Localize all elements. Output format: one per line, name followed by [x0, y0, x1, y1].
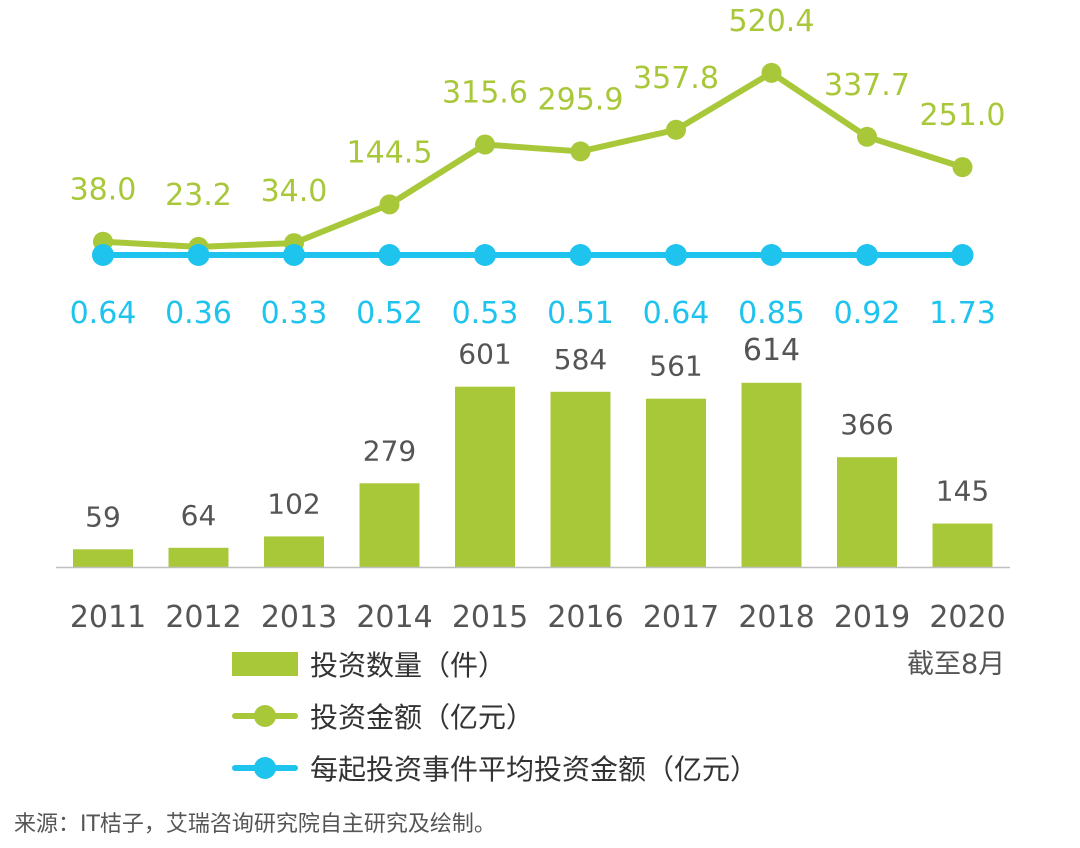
- amount-value-label: 251.0: [920, 98, 1006, 133]
- bar: [550, 391, 611, 567]
- bar-value-label: 64: [181, 499, 217, 532]
- bar-value-label: 279: [363, 434, 416, 467]
- amount-point: [952, 157, 973, 178]
- bar: [646, 398, 706, 567]
- amount-value-label: 357.8: [633, 61, 719, 96]
- legend-swatch-bar: [232, 652, 298, 676]
- bar-value-label: 561: [649, 350, 702, 383]
- amount-value-label: 295.9: [538, 82, 624, 117]
- source-note: 来源：IT桔子，艾瑞咨询研究院自主研究及绘制。: [14, 812, 496, 837]
- amount-value-label: 38.0: [70, 173, 137, 208]
- amount-value-label: 337.7: [824, 68, 910, 103]
- average-value-label: 0.64: [70, 296, 137, 331]
- amount-value-label: 520.4: [729, 4, 815, 39]
- x-tick-label: 2014: [356, 600, 432, 635]
- amount-point: [761, 62, 782, 83]
- average-point: [569, 244, 592, 266]
- x-tick-label: 2019: [834, 600, 910, 635]
- bar-value-label: 145: [936, 475, 989, 508]
- legend-label-average: 每起投资事件平均投资金额（亿元）: [310, 753, 759, 786]
- bar: [168, 547, 229, 567]
- bar: [932, 523, 993, 567]
- amount-point: [666, 119, 686, 140]
- bar-value-label: 102: [267, 487, 320, 520]
- x-tick-label: 2013: [261, 600, 337, 635]
- average-point: [378, 244, 401, 266]
- amount-value-label: 23.2: [165, 178, 232, 213]
- amount-point: [379, 194, 400, 215]
- x-tick-label: 2017: [643, 600, 719, 635]
- average-point: [283, 244, 305, 266]
- average-value-label: 1.73: [929, 296, 996, 331]
- amount-value-label: 34.0: [261, 174, 328, 209]
- bar: [837, 457, 897, 567]
- average-value-label: 0.52: [356, 296, 423, 331]
- x-tick-label: 2020: [929, 600, 1005, 635]
- average-value-label: 0.51: [547, 296, 614, 331]
- average-value-label: 0.53: [452, 296, 519, 331]
- average-point: [665, 244, 687, 266]
- amount-point: [857, 126, 877, 147]
- amount-point: [475, 134, 495, 155]
- average-value-label: 0.36: [165, 296, 232, 331]
- legend-swatch-average-dot: [254, 757, 276, 779]
- x-tick-label: 2015: [452, 600, 528, 635]
- x-tick-label: 2012: [165, 600, 241, 635]
- average-point: [951, 244, 974, 266]
- legend-label-count: 投资数量（件）: [310, 649, 507, 682]
- average-value-label: 0.92: [834, 296, 901, 331]
- average-point: [856, 244, 878, 266]
- bar: [73, 549, 133, 567]
- average-point: [187, 244, 210, 266]
- legend-swatch-amount-dot: [254, 705, 276, 727]
- x-tick-label: 2011: [70, 600, 146, 635]
- x-tick-label: 2016: [547, 600, 623, 635]
- bar-value-label: 366: [840, 408, 893, 441]
- average-point: [760, 244, 783, 266]
- category-note: 截至8月: [907, 649, 1006, 680]
- amount-point: [570, 141, 591, 162]
- bar: [741, 382, 802, 567]
- bar: [359, 483, 420, 567]
- bar: [264, 536, 324, 567]
- bar-value-label: 59: [85, 500, 121, 533]
- amount-value-label: 144.5: [347, 135, 433, 170]
- average-value-label: 0.64: [643, 296, 710, 331]
- bar-value-label: 601: [458, 338, 511, 371]
- average-value-label: 0.85: [738, 296, 805, 331]
- bar-value-label: 584: [554, 343, 607, 376]
- amount-value-label: 315.6: [442, 76, 528, 111]
- average-point: [474, 244, 496, 266]
- x-tick-label: 2018: [738, 600, 814, 635]
- average-value-label: 0.33: [261, 296, 328, 331]
- average-point: [92, 244, 114, 266]
- bar-value-label: 614: [743, 333, 800, 368]
- chart: 59 64 102 279 601 584 561 614 366 145 2011 2012 2013…: [56, 4, 1010, 635]
- amount-series-line: [102, 69, 964, 250]
- legend-label-amount: 投资金额（亿元）: [310, 701, 535, 734]
- bar: [455, 386, 515, 567]
